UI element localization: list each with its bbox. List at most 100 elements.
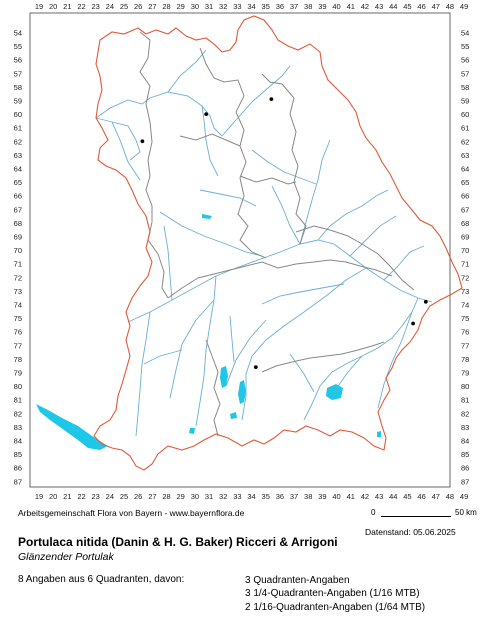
y-label-left: 79 — [14, 369, 22, 378]
river-small-3 — [143, 349, 183, 365]
y-label-left: 84 — [14, 437, 22, 446]
lake-small-3 — [189, 428, 195, 434]
river-saale — [167, 49, 207, 93]
x-label-top: 44 — [389, 2, 397, 11]
river-main-west — [95, 117, 141, 161]
y-label-right: 79 — [461, 369, 469, 378]
x-label-top: 41 — [347, 2, 355, 11]
y-label-right: 70 — [461, 246, 469, 255]
x-label-bottom: 19 — [35, 492, 43, 500]
river-altmuehl — [159, 211, 263, 257]
y-label-right: 67 — [461, 205, 469, 214]
x-label-top: 31 — [205, 2, 213, 11]
y-label-left: 86 — [14, 464, 22, 473]
y-label-left: 76 — [14, 328, 22, 337]
y-label-right: 62 — [461, 137, 469, 146]
y-label-right: 78 — [461, 355, 469, 364]
y-label-right: 77 — [461, 341, 469, 350]
scale-label: 50 km — [455, 508, 477, 517]
district-boundary-lower-bavaria — [295, 225, 415, 291]
river-danube — [127, 239, 433, 323]
x-label-bottom: 49 — [460, 492, 468, 500]
y-label-right: 68 — [461, 219, 469, 228]
y-label-left: 62 — [14, 137, 22, 146]
y-label-left: 71 — [14, 260, 22, 269]
y-label-right: 81 — [461, 396, 469, 405]
y-label-right: 57 — [461, 69, 469, 78]
lakes — [36, 214, 381, 450]
y-label-left: 67 — [14, 205, 22, 214]
occurrence-marker — [411, 321, 415, 326]
x-label-top: 26 — [134, 2, 142, 11]
x-label-bottom: 29 — [177, 492, 185, 500]
x-label-bottom: 31 — [205, 492, 213, 500]
river-salzach — [377, 311, 413, 409]
x-label-bottom: 40 — [332, 492, 340, 500]
y-label-left: 80 — [14, 382, 22, 391]
y-label-left: 83 — [14, 423, 22, 432]
x-label-top: 42 — [361, 2, 369, 11]
y-label-right: 84 — [461, 437, 469, 446]
lake-constance — [36, 404, 108, 450]
y-label-right: 65 — [461, 178, 469, 187]
river-small-8 — [289, 353, 315, 393]
x-label-top: 47 — [432, 2, 440, 11]
y-label-right: 69 — [461, 233, 469, 242]
record-summary: 8 Angaben aus 6 Quadranten, davon: — [18, 574, 185, 585]
y-label-right: 76 — [461, 328, 469, 337]
y-label-right: 85 — [461, 450, 469, 459]
y-label-right: 83 — [461, 423, 469, 432]
y-label-left: 77 — [14, 341, 22, 350]
x-label-bottom: 25 — [120, 492, 128, 500]
river-tauber — [111, 121, 141, 181]
river-north-east — [221, 65, 291, 137]
x-label-top: 32 — [219, 2, 227, 11]
x-label-bottom: 47 — [432, 492, 440, 500]
river-small-2 — [199, 189, 257, 207]
x-label-top: 49 — [460, 2, 468, 11]
y-label-right: 80 — [461, 382, 469, 391]
y-label-left: 72 — [14, 273, 22, 282]
y-label-left: 69 — [14, 233, 22, 242]
x-label-top: 28 — [162, 2, 170, 11]
river-iller — [135, 311, 151, 437]
lake-ammersee — [220, 366, 228, 388]
x-label-top: 30 — [191, 2, 199, 11]
stat-sixteenth-quadrants: 2 1/16-Quadranten-Angaben (1/64 MTB) — [245, 601, 426, 613]
x-label-bottom: 44 — [389, 492, 397, 500]
y-label-right: 74 — [461, 301, 469, 310]
x-label-top: 40 — [332, 2, 340, 11]
x-label-top: 29 — [177, 2, 185, 11]
scale-zero-label: 0 — [371, 508, 376, 517]
river-small-4 — [349, 215, 397, 257]
y-label-left: 74 — [14, 301, 22, 310]
y-label-left: 55 — [14, 42, 22, 51]
y-label-left: 66 — [14, 192, 22, 201]
x-label-bottom: 45 — [403, 492, 411, 500]
x-label-bottom: 20 — [49, 492, 57, 500]
district-boundary-upper-palatinate — [261, 73, 307, 245]
x-label-bottom: 23 — [92, 492, 100, 500]
x-label-top: 36 — [276, 2, 284, 11]
lake-small-2 — [230, 412, 237, 419]
occurrence-marker — [423, 299, 428, 304]
occurrence-markers — [140, 97, 428, 369]
river-isar — [241, 267, 367, 421]
river-small-5 — [383, 245, 425, 281]
river-vils — [271, 185, 301, 245]
x-label-top: 27 — [148, 2, 156, 11]
y-label-left: 58 — [14, 83, 22, 92]
y-label-left: 78 — [14, 355, 22, 364]
y-label-right: 59 — [461, 97, 469, 106]
y-label-right: 58 — [461, 83, 469, 92]
x-label-top: 23 — [92, 2, 100, 11]
y-label-right: 60 — [461, 110, 469, 119]
x-label-top: 34 — [247, 2, 255, 11]
y-label-right: 64 — [461, 165, 469, 174]
x-label-top: 39 — [318, 2, 326, 11]
x-label-bottom: 38 — [304, 492, 312, 500]
x-label-top: 38 — [304, 2, 312, 11]
x-label-top: 43 — [375, 2, 383, 11]
district-boundaries — [139, 31, 415, 437]
scale-bar — [381, 516, 451, 517]
